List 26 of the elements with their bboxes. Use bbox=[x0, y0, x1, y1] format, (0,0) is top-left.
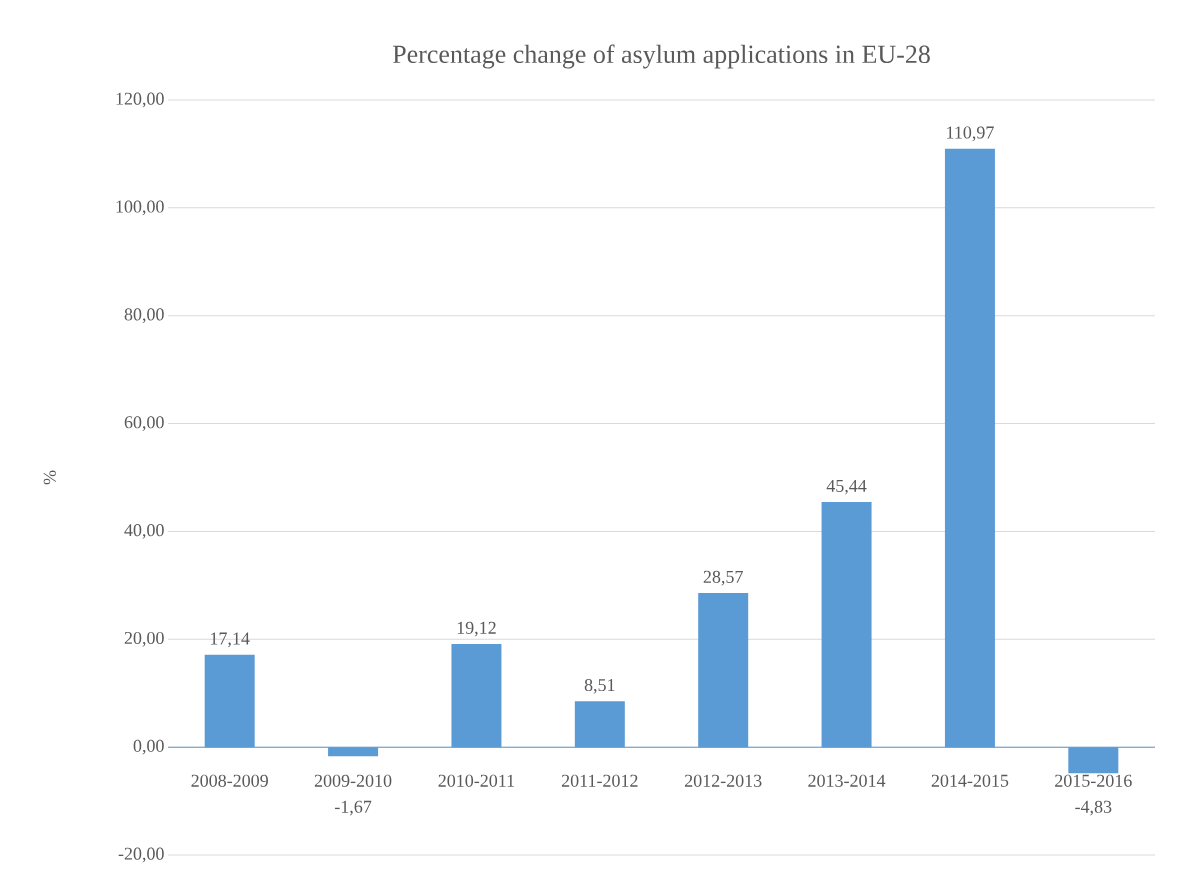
chart-title: Percentage change of asylum applications in EU-28 bbox=[392, 44, 930, 69]
x-tick-label: 2015-2016 bbox=[1055, 774, 1132, 787]
y-tick-label: 0,00 bbox=[133, 739, 164, 755]
data-label: 45,44 bbox=[826, 479, 867, 495]
x-tick-label: 2012-2013 bbox=[684, 774, 762, 787]
x-tick-label: 2014-2015 bbox=[931, 774, 1009, 787]
x-tick-label: 2010-2011 bbox=[438, 774, 515, 787]
y-tick-label: 80,00 bbox=[124, 308, 164, 324]
y-tick-label: 100,00 bbox=[116, 200, 164, 216]
y-axis-title: % bbox=[43, 470, 56, 485]
x-tick-label: 2009-2010 bbox=[314, 774, 392, 787]
data-label: 19,12 bbox=[457, 621, 496, 637]
data-label: -4,83 bbox=[1075, 800, 1112, 816]
y-tick-label: 40,00 bbox=[124, 524, 164, 539]
data-label: 8,51 bbox=[584, 678, 615, 694]
data-label: 28,57 bbox=[703, 570, 743, 586]
y-tick-label: 20,00 bbox=[124, 631, 164, 647]
x-tick-label: 2013-2014 bbox=[808, 774, 886, 787]
y-tick-label: 120,00 bbox=[116, 92, 164, 108]
data-label: 17,14 bbox=[211, 632, 250, 648]
x-tick-label: 2008-2009 bbox=[191, 774, 268, 787]
x-tick-label: 2011-2012 bbox=[561, 774, 638, 787]
y-tick-label: 60,00 bbox=[124, 416, 164, 431]
data-label: 110,97 bbox=[947, 126, 994, 142]
data-label: -1,67 bbox=[335, 800, 372, 816]
y-tick-label: -20,00 bbox=[118, 847, 164, 863]
